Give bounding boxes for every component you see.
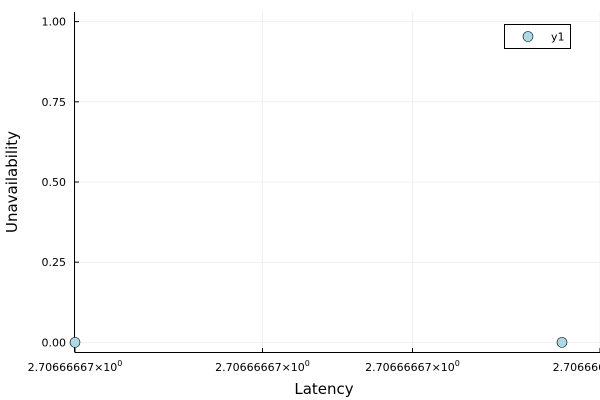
series-y1-points (69, 337, 568, 348)
x-tick-label: 2.70666667×100 (553, 359, 600, 374)
y-gridlines (75, 21, 600, 343)
legend: y1 (504, 24, 571, 49)
y-axis-title: Unavailability (3, 131, 21, 233)
y-tick-label: 1.00 (42, 16, 67, 29)
y-tick-label: 0.50 (42, 176, 67, 189)
x-tick-label: 2.70666667×100 (365, 359, 460, 374)
y-tick-label: 0.75 (42, 96, 67, 109)
x-tick-label: 2.70666667×100 (215, 359, 310, 374)
data-point (556, 337, 568, 348)
y-axis-ticks: 0.00 0.25 0.50 0.75 1.00 (42, 16, 79, 349)
x-tick-label: 2.70666667×100 (28, 359, 123, 374)
legend-box (504, 24, 571, 49)
x-axis-title: Latency (294, 380, 353, 398)
legend-label-y1: y1 (551, 31, 565, 44)
legend-marker-y1 (522, 31, 534, 42)
y-tick-label: 0.25 (42, 256, 67, 269)
x-axis-ticks: 2.70666667×100 2.70666667×100 2.70666667×1… (28, 348, 600, 374)
data-point (69, 337, 81, 348)
y-tick-label: 0.00 (42, 336, 67, 349)
